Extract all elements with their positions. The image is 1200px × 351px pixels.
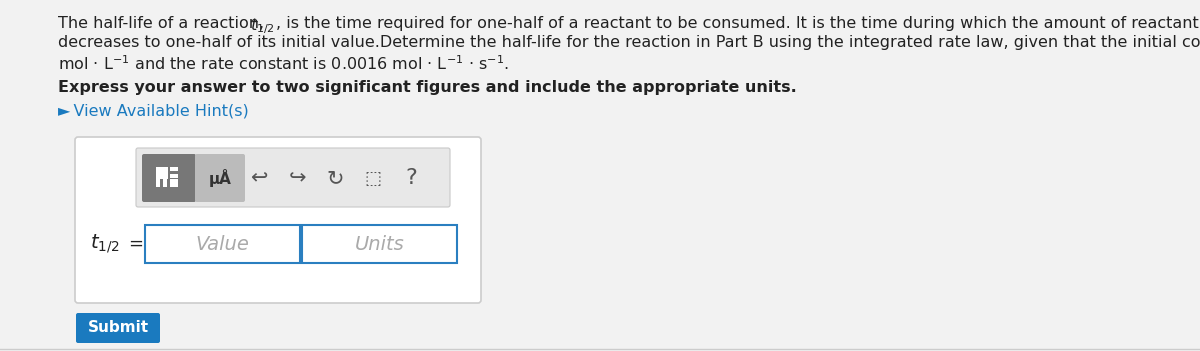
FancyBboxPatch shape [76,313,160,343]
FancyBboxPatch shape [142,154,196,202]
Text: ↻: ↻ [326,168,343,188]
Text: Units: Units [355,234,404,253]
FancyBboxPatch shape [170,179,178,187]
FancyBboxPatch shape [74,137,481,303]
FancyBboxPatch shape [170,167,178,171]
FancyBboxPatch shape [156,167,168,179]
FancyBboxPatch shape [194,154,245,202]
Text: Express your answer to two significant figures and include the appropriate units: Express your answer to two significant f… [58,80,797,95]
FancyBboxPatch shape [136,148,450,207]
Text: Submit: Submit [88,320,149,336]
Text: mol $\cdot$ L$^{-1}$ and the rate constant is 0.0016 mol $\cdot$ L$^{-1}$ $\cdot: mol $\cdot$ L$^{-1}$ and the rate consta… [58,54,509,73]
Bar [302,225,457,263]
Text: ► View Available Hint(s): ► View Available Hint(s) [58,103,248,118]
Text: $t_{1/2}$: $t_{1/2}$ [90,233,120,256]
Text: =: = [128,235,143,253]
Text: The half-life of a reaction,: The half-life of a reaction, [58,16,269,31]
FancyBboxPatch shape [163,179,167,187]
Text: Value: Value [196,234,250,253]
Text: μÅ: μÅ [209,169,232,187]
Bar [145,225,300,263]
Text: ?: ? [406,168,416,188]
Text: ⬚: ⬚ [365,170,382,187]
Text: $t_{1/2}$: $t_{1/2}$ [250,16,275,36]
Text: ↪: ↪ [288,168,306,188]
Text: decreases to one-half of its initial value.Determine the half-life for the react: decreases to one-half of its initial val… [58,35,1200,50]
FancyBboxPatch shape [156,179,160,187]
FancyBboxPatch shape [170,174,178,178]
Text: , is the time required for one-half of a reactant to be consumed. It is the time: , is the time required for one-half of a… [276,16,1200,31]
Text: ↩: ↩ [251,168,268,188]
